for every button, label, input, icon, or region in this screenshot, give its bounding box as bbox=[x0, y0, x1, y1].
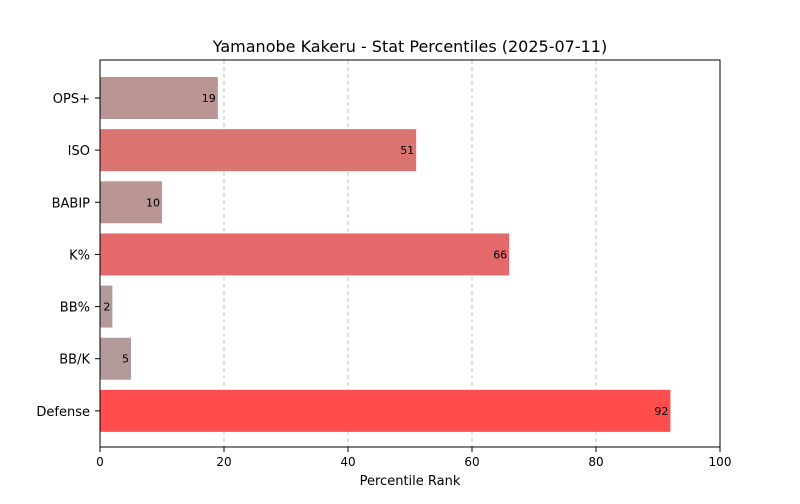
x-axis: 0 20 40 60 80 100 bbox=[96, 447, 731, 469]
bar bbox=[100, 181, 162, 224]
x-axis-label: Percentile Rank bbox=[360, 474, 461, 489]
y-tick-label: K% bbox=[69, 248, 90, 263]
y-tick-label: BABIP bbox=[52, 196, 91, 211]
bar-value-label: 2 bbox=[103, 301, 110, 314]
bar-value-label: 51 bbox=[400, 144, 414, 157]
plot-frame bbox=[99, 59, 721, 448]
bar-value-label: 66 bbox=[493, 248, 507, 261]
x-tick-label: 0 bbox=[96, 455, 104, 469]
x-tick-label: 60 bbox=[464, 455, 479, 469]
y-tick-label: OPS+ bbox=[53, 92, 90, 107]
gridlines bbox=[223, 60, 597, 447]
bar bbox=[100, 233, 510, 276]
y-tick-label: BB/K bbox=[59, 353, 90, 368]
chart-title: Yamanobe Kakeru - Stat Percentiles (2025… bbox=[212, 37, 607, 56]
bar bbox=[100, 285, 113, 328]
bar bbox=[100, 129, 417, 172]
x-tick-label: 40 bbox=[340, 455, 355, 469]
bar-value-label: 10 bbox=[146, 196, 160, 209]
bar bbox=[100, 389, 671, 432]
x-tick-label: 80 bbox=[588, 455, 603, 469]
y-tick-label: Defense bbox=[36, 405, 90, 420]
bar-value-label: 5 bbox=[122, 353, 129, 366]
x-tick-label: 100 bbox=[709, 455, 732, 469]
bar-value-label: 92 bbox=[654, 405, 668, 418]
y-axis: OPS+ ISO BABIP K% BB% BB/K Defense bbox=[36, 92, 100, 420]
y-tick-label: BB% bbox=[60, 301, 90, 316]
bars: 19 51 10 66 2 5 92 bbox=[100, 77, 671, 432]
bar bbox=[100, 77, 218, 119]
x-tick-label: 20 bbox=[216, 455, 231, 469]
bar-value-label: 19 bbox=[202, 92, 216, 105]
y-tick-label: ISO bbox=[68, 144, 90, 159]
bar bbox=[100, 337, 131, 380]
